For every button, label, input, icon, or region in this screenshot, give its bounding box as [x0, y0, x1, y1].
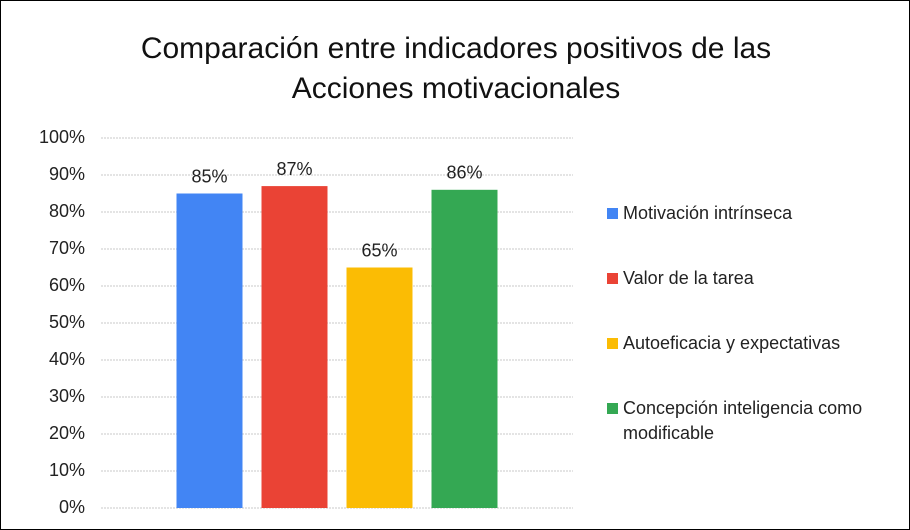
y-tick-label: 0% — [59, 497, 85, 517]
data-label: 87% — [276, 159, 312, 179]
data-label: 86% — [446, 163, 482, 183]
data-label: 85% — [191, 166, 227, 186]
bar — [176, 193, 243, 508]
y-tick-label: 20% — [49, 423, 85, 443]
y-tick-label: 80% — [49, 201, 85, 221]
y-tick-label: 10% — [49, 460, 85, 480]
legend-label: Valor de la tarea — [623, 268, 754, 288]
legend-item: Motivación intrínseca — [607, 201, 893, 226]
legend-swatch — [607, 273, 618, 284]
legend: Motivación intrínseca Valor de la tarea Au… — [607, 201, 893, 486]
bar — [431, 189, 498, 509]
legend-label: Autoeficacia y expectativas — [623, 333, 841, 353]
legend-item: Autoeficacia y expectativas — [607, 331, 893, 356]
bar — [346, 267, 413, 508]
y-tick-label: 70% — [49, 238, 85, 258]
bar — [261, 186, 328, 508]
y-tick-label: 50% — [49, 312, 85, 332]
legend-swatch — [607, 338, 618, 349]
legend-item: Concepción inteligencia como modificable — [607, 396, 893, 446]
legend-label: Concepción inteligencia como modificable — [623, 398, 863, 443]
legend-label: Motivación intrínseca — [623, 203, 793, 223]
data-label: 65% — [361, 240, 397, 260]
y-tick-label: 30% — [49, 386, 85, 406]
legend-swatch — [607, 208, 618, 219]
y-tick-label: 90% — [49, 164, 85, 184]
y-tick-label: 100% — [39, 127, 85, 147]
legend-item: Valor de la tarea — [607, 266, 893, 291]
legend-swatch — [607, 403, 618, 414]
y-tick-label: 40% — [49, 349, 85, 369]
chart-title: Comparación entre indicadores positivos … — [140, 32, 772, 105]
y-tick-label: 60% — [49, 275, 85, 295]
